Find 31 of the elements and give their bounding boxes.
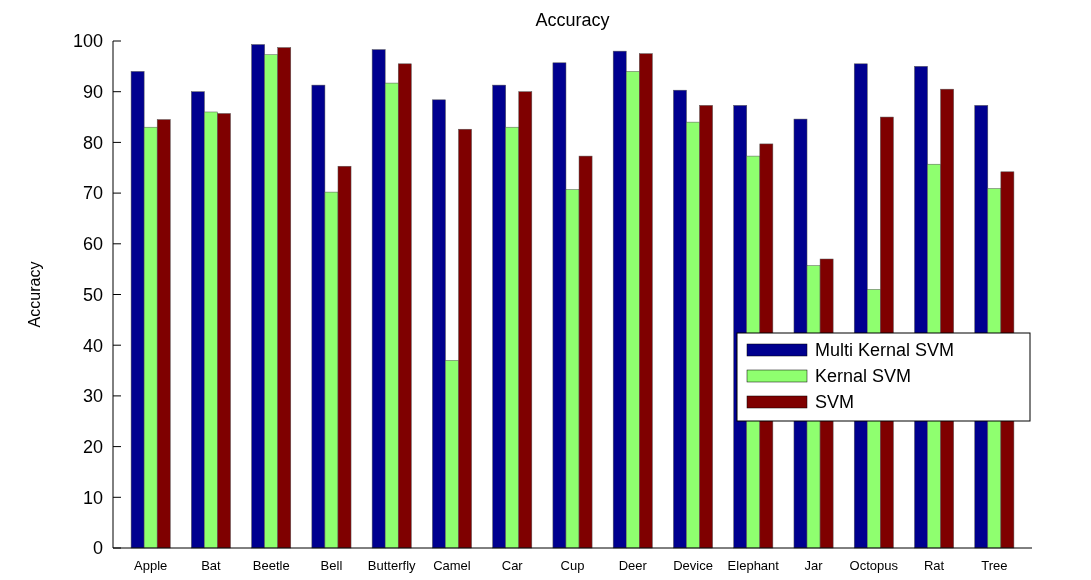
x-tick-label: Octopus (849, 558, 899, 573)
y-tick-label: 50 (82, 284, 103, 305)
y-axis-title: Accuracy (26, 261, 43, 328)
x-tick-label: Butterfly (367, 558, 417, 573)
x-tick-label: Rat (923, 558, 945, 573)
x-tick-label: Car (501, 558, 524, 573)
x-tick-label: Beetle (252, 558, 290, 573)
x-tick-label: Elephant (727, 558, 780, 573)
y-tick-label: 0 (92, 538, 103, 559)
y-tick-label: 80 (82, 132, 103, 153)
x-tick-label: Jar (804, 558, 824, 573)
x-tick-label: Deer (618, 558, 648, 573)
y-tick-label: 90 (82, 82, 103, 102)
x-tick-label: Camel (433, 558, 471, 573)
y-tick-label: 60 (82, 234, 103, 255)
y-tick-label: 30 (82, 386, 103, 407)
x-tick-label: Cup (560, 558, 585, 573)
legend-label: Kernal SVM (815, 366, 912, 387)
y-tick-label: 100 (72, 31, 103, 52)
x-tick-label: Tree (981, 558, 1008, 573)
legend-label: SVM (815, 392, 855, 413)
chart-title: Accuracy (535, 10, 610, 30)
y-tick-label: 10 (82, 487, 103, 508)
x-tick-label: Bat (201, 558, 222, 573)
x-tick-label: Apple (134, 558, 168, 573)
x-tick-label: Device (673, 558, 713, 573)
y-tick-label: 40 (82, 335, 103, 356)
y-tick-label: 70 (82, 183, 103, 204)
legend-label: Multi Kernal SVM (815, 340, 955, 361)
y-tick-label: 20 (82, 436, 103, 457)
x-tick-label: Bell (320, 558, 343, 573)
